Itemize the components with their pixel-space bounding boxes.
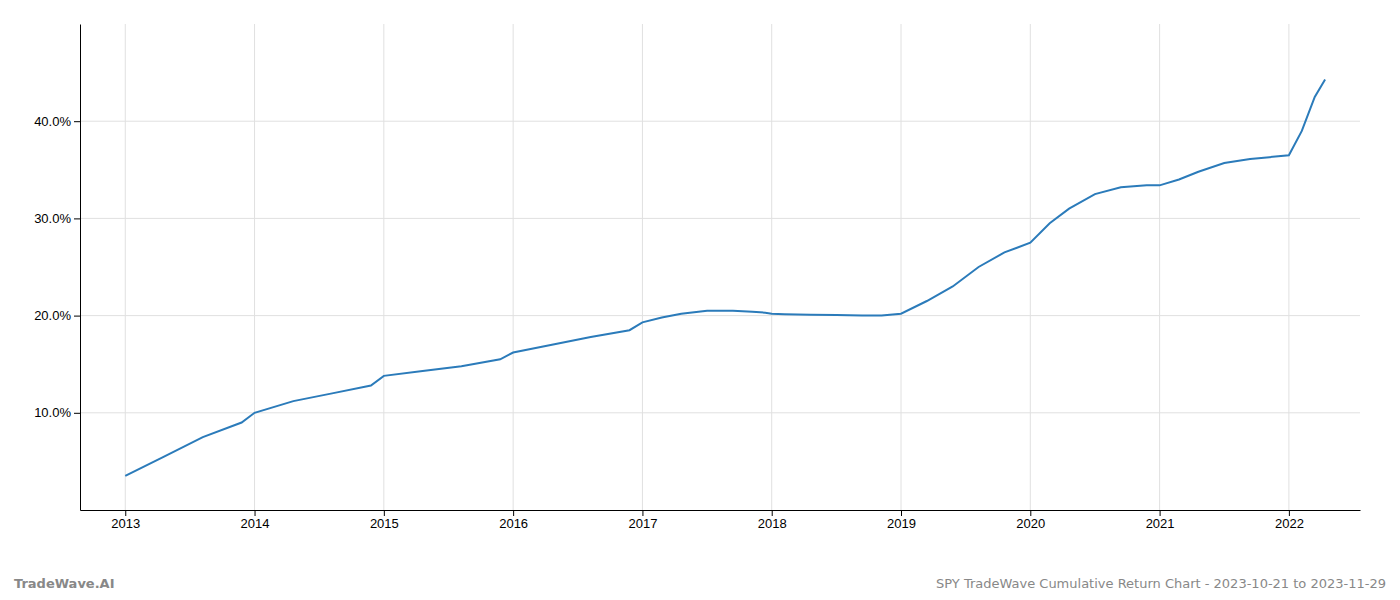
x-tick: 2013 (111, 510, 140, 531)
tick-label: 2019 (887, 516, 916, 531)
grid-line (1030, 24, 1031, 510)
line (125, 79, 1325, 476)
x-tick: 2019 (887, 510, 916, 531)
x-axis: 2013 2014 2015 2016 2017 2018 2019 2020 2021 2022 (81, 510, 1361, 531)
tick-label: 2017 (628, 516, 657, 531)
x-tick: 2016 (499, 510, 528, 531)
tick-mark (125, 510, 126, 516)
x-tick: 2014 (241, 510, 270, 531)
axis-line (80, 25, 81, 511)
tick-mark (901, 510, 902, 516)
tick-mark (74, 121, 80, 122)
grid (80, 24, 1360, 510)
tick-label: 30.0% (34, 211, 71, 226)
title: SPY TradeWave Cumulative Return Chart - … (936, 576, 1386, 591)
axis-line (81, 510, 1361, 511)
marks (125, 79, 1325, 476)
tick-label: 40.0% (34, 114, 71, 129)
grid-line (901, 24, 902, 510)
grid-line (1288, 24, 1289, 510)
x-tick: 2015 (370, 510, 399, 531)
chart: 2013 2014 2015 2016 2017 2018 2019 2020 2021 2022… (0, 0, 1400, 600)
grid-line (80, 412, 1360, 413)
x-tick: 2018 (758, 510, 787, 531)
x-tick: 2017 (628, 510, 657, 531)
tick-label: 20.0% (34, 308, 71, 323)
y-tick: 10.0% (34, 405, 80, 420)
plot-area: 2013 2014 2015 2016 2017 2018 2019 2020 2021 2022… (34, 24, 1360, 531)
y-tick: 20.0% (34, 308, 80, 323)
grid-line (80, 315, 1360, 316)
y-axis: 10.0% 20.0% 30.0% 40.0% (34, 25, 80, 511)
tick-label: 2015 (370, 516, 399, 531)
y-tick: 40.0% (34, 114, 80, 129)
tick-label: 2022 (1275, 516, 1304, 531)
grid-line (254, 24, 255, 510)
tick-label: 2016 (499, 516, 528, 531)
tick-label: 2013 (111, 516, 140, 531)
grid-line (642, 24, 643, 510)
tick-mark (1289, 510, 1290, 516)
tick-label: 2014 (241, 516, 270, 531)
tick-label: 2021 (1146, 516, 1175, 531)
tick-mark (772, 510, 773, 516)
x-tick: 2022 (1275, 510, 1304, 531)
tick-mark (1030, 510, 1031, 516)
grid-line (513, 24, 514, 510)
grid-line (80, 121, 1360, 122)
tick-mark (74, 316, 80, 317)
tick-mark (1160, 510, 1161, 516)
tick-mark (74, 218, 80, 219)
x-tick: 2020 (1016, 510, 1045, 531)
tick-mark (513, 510, 514, 516)
tick-label: 2018 (758, 516, 787, 531)
x-tick: 2021 (1146, 510, 1175, 531)
tick-label: 2020 (1016, 516, 1045, 531)
grid-line (771, 24, 772, 510)
tick-mark (642, 510, 643, 516)
tick-mark (384, 510, 385, 516)
grid-line (1159, 24, 1160, 510)
tick-label: 10.0% (34, 405, 71, 420)
tick-mark (255, 510, 256, 516)
y-tick: 30.0% (34, 211, 80, 226)
grid-line (383, 24, 384, 510)
grid-line (125, 24, 126, 510)
grid-line (80, 218, 1360, 219)
tick-mark (74, 413, 80, 414)
watermark: TradeWave.AI (14, 576, 115, 591)
